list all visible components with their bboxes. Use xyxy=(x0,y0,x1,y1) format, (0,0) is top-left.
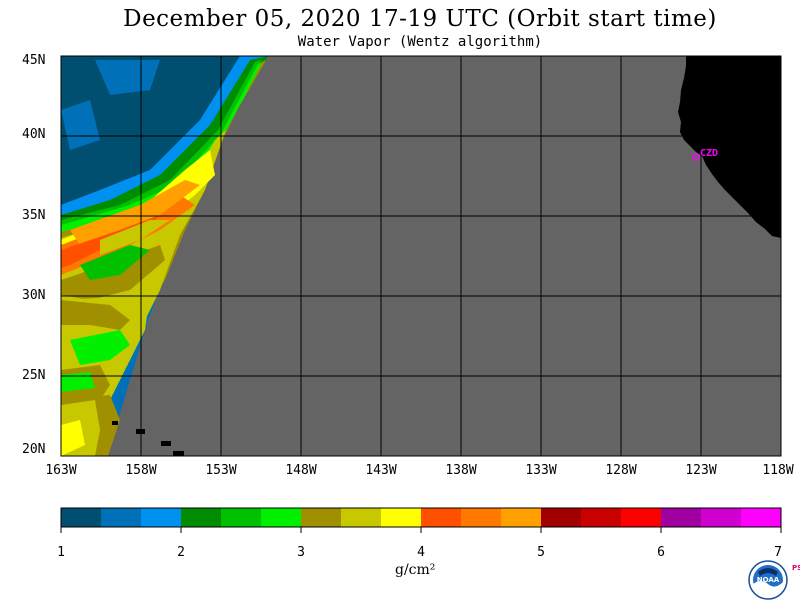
colorbar-segment xyxy=(501,508,542,527)
lat-label-45n: 45N xyxy=(22,53,46,68)
colorbar-segment xyxy=(261,508,302,527)
colorbar-label-1: 1 xyxy=(57,545,65,560)
colorbar-label-2: 2 xyxy=(177,545,185,560)
north-america-land xyxy=(678,56,781,238)
colorbar-segment xyxy=(461,508,502,527)
colorbar-segment xyxy=(181,508,222,527)
colorbar-segment xyxy=(701,508,742,527)
lon-label-148w: 148W xyxy=(285,463,317,478)
colorbar-segment xyxy=(221,508,262,527)
colorbar-label-6: 6 xyxy=(657,545,665,560)
colorbar-segment xyxy=(341,508,382,527)
lon-label-158w: 158W xyxy=(125,463,157,478)
station-marker: CZD xyxy=(692,148,718,161)
colorbar-segment xyxy=(101,508,142,527)
colorbar-ticks xyxy=(60,527,782,533)
lat-label-30n: 30N xyxy=(22,288,46,303)
lon-label-138w: 138W xyxy=(445,463,477,478)
noaa-logo-icon: NOAA xyxy=(748,560,788,600)
colorbar-segment xyxy=(421,508,462,527)
colorbar-segment xyxy=(621,508,662,527)
colorbar-label-5: 5 xyxy=(537,545,545,560)
lon-label-163w: 163W xyxy=(45,463,77,478)
colorbar-segment xyxy=(581,508,622,527)
colorbar-label-3: 3 xyxy=(297,545,305,560)
map-frame xyxy=(60,55,782,457)
map-subtitle: Water Vapor (Wentz algorithm) xyxy=(297,34,543,50)
lat-label-25n: 25N xyxy=(22,368,46,383)
logo-text: NOAA xyxy=(757,576,780,584)
colorbar-segment xyxy=(301,508,342,527)
lat-label-40n: 40N xyxy=(22,127,46,142)
lon-label-153w: 153W xyxy=(205,463,237,478)
colorbar-segment xyxy=(541,508,582,527)
lon-label-128w: 128W xyxy=(605,463,637,478)
lat-label-20n: 20N xyxy=(22,442,46,457)
lat-label-35n: 35N xyxy=(22,208,46,223)
lon-label-123w: 123W xyxy=(685,463,717,478)
colorbar-unit: g/cm² xyxy=(395,562,436,578)
lon-label-133w: 133W xyxy=(525,463,557,478)
psl-label: PSL xyxy=(792,564,800,572)
colorbar xyxy=(61,508,782,527)
water-vapor-swath xyxy=(61,56,268,456)
lat-lon-grid xyxy=(61,56,781,456)
map-title: December 05, 2020 17-19 UTC (Orbit start… xyxy=(123,6,717,32)
lon-label-143w: 143W xyxy=(365,463,397,478)
station-label: CZD xyxy=(700,148,718,159)
colorbar-label-7: 7 xyxy=(774,545,782,560)
colorbar-segment xyxy=(141,508,182,527)
colorbar-segment xyxy=(381,508,422,527)
colorbar-segment xyxy=(61,508,102,527)
lon-label-118w: 118W xyxy=(762,463,794,478)
colorbar-label-4: 4 xyxy=(417,545,425,560)
colorbar-segment xyxy=(661,508,702,527)
colorbar-segment xyxy=(741,508,782,527)
